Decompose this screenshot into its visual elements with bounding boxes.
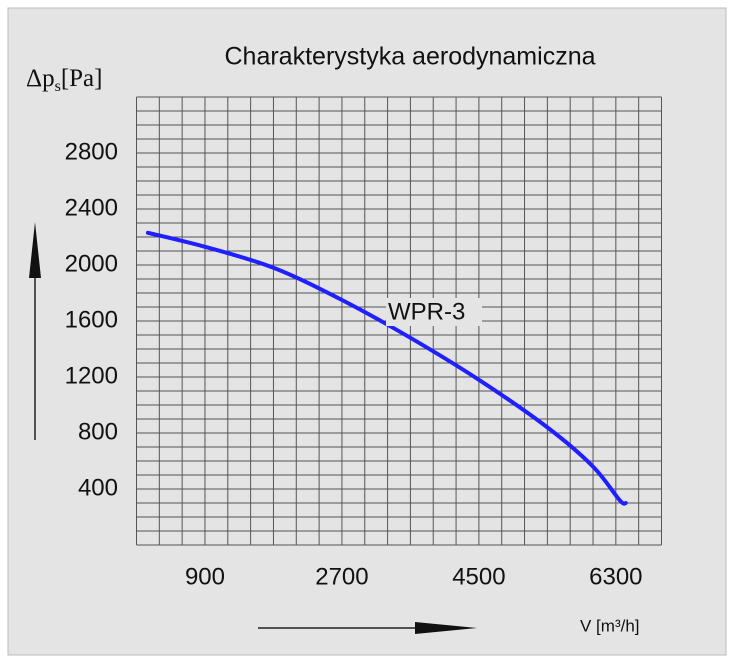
x-axis-label: V [m³/h] — [580, 616, 640, 635]
y-axis-label: Δps[Pa] — [26, 65, 102, 95]
y-tick-label: 400 — [78, 474, 118, 501]
y-tick-label: 2000 — [65, 250, 118, 277]
series-label: WPR-3 — [388, 298, 465, 325]
y-label-unit: [Pa] — [61, 65, 103, 92]
y-arrow-head — [29, 222, 41, 278]
series-line — [145, 230, 628, 506]
y-tick-label: 1200 — [65, 362, 118, 389]
x-tick-label: 2700 — [315, 563, 368, 590]
series-label-bg — [386, 298, 482, 326]
y-label-sub: s — [55, 78, 61, 95]
y-label-main: Δp — [26, 65, 55, 92]
x-tick-label: 6300 — [589, 563, 642, 590]
panel — [7, 7, 727, 656]
x-tick-label: 900 — [185, 563, 225, 590]
y-tick-label: 2800 — [65, 138, 118, 165]
y-tick-label: 2400 — [65, 194, 118, 221]
y-tick-label: 800 — [78, 418, 118, 445]
y-tick-label: 1600 — [65, 306, 118, 333]
chart-title: Charakterystyka aerodynamiczna — [225, 43, 596, 71]
x-tick-label: 4500 — [452, 563, 505, 590]
x-arrow-head — [415, 622, 477, 634]
